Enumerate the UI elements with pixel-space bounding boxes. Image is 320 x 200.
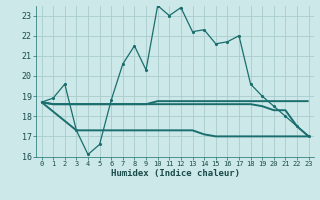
X-axis label: Humidex (Indice chaleur): Humidex (Indice chaleur) — [111, 169, 240, 178]
